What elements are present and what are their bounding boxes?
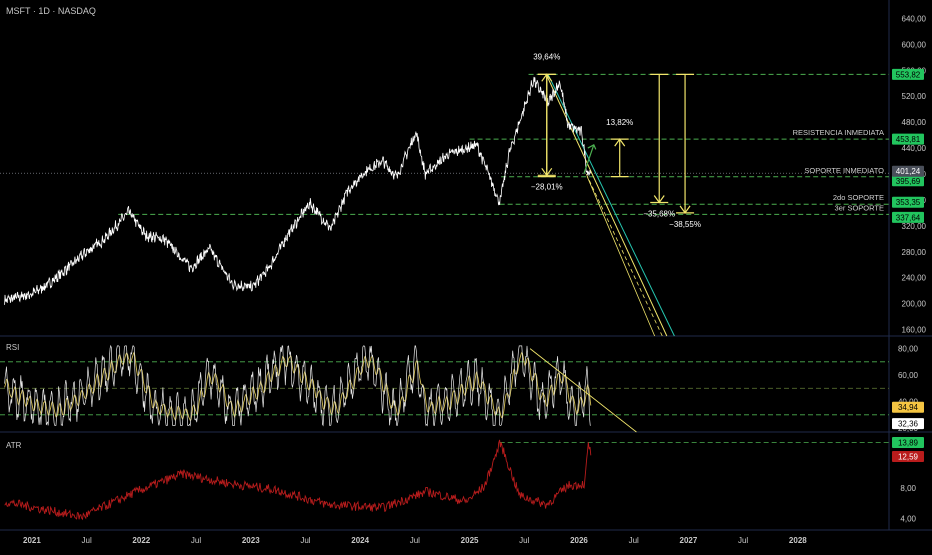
measure-label: 13,82% [606,118,633,127]
breakout-arrowhead [587,144,597,150]
level-price-tag: 553,82 [896,70,921,79]
price-tick-label: 280,00 [902,248,927,257]
measure-label: 39,64% [533,52,560,61]
level-price-tag: 395,69 [896,177,921,186]
current-price-tag: 401,24 [896,167,921,176]
time-tick-label: Jul [738,536,748,545]
rsi-tick-label: 80,00 [898,345,919,354]
atr-panel: 8,00 4,00 [4,439,917,523]
trend-line-lower [586,176,656,337]
level-price-tag-bg [892,68,924,80]
breakout-arrow [583,144,595,175]
time-tick-label: Jul [519,536,529,545]
atr-tick-label: 4,00 [900,514,916,523]
level-label: SOPORTE INMEDIATO [804,166,884,175]
atr-tag: 12,59 [898,453,919,462]
time-tick-label: Jul [300,536,310,545]
level-price-tag: 353,35 [896,198,921,207]
price-tick-label: 480,00 [902,118,927,127]
atr-line [4,439,592,521]
rsi-line [4,344,591,427]
measure-arrowhead [679,205,691,214]
price-tick-label: 200,00 [902,300,927,309]
time-tick-label: 2026 [570,536,588,545]
trend-line-upper [547,74,675,337]
price-tick-label: 600,00 [902,40,927,49]
level-price-tag: 337,64 [896,213,921,222]
price-tick-label: 320,00 [902,222,927,231]
level-label: 2do SOPORTE [833,193,884,202]
time-tick-label: Jul [629,536,639,545]
level-label: 3er SOPORTE [835,203,884,212]
level-label: RESISTENCIA INMEDIATA [793,128,884,137]
time-tick-label: Jul [410,536,420,545]
rsi-ma-tag-bg [892,401,924,413]
time-tick-label: 2028 [789,536,807,545]
measure-label: −28,01% [531,182,563,191]
level-price-tag-bg [892,196,924,208]
time-tick-label: 2024 [351,536,369,545]
atr-tick-label: 8,00 [900,484,916,493]
rsi-tick-label: 60,00 [898,371,919,380]
time-tick-label: Jul [191,536,201,545]
price-tags: 553,82 453,81 395,69 353,35 337,64 401,24 34,9… [892,68,924,463]
rsi-title[interactable]: RSI [6,343,19,352]
time-tick-label: 2022 [132,536,150,545]
rsi-tag-bg [892,418,924,430]
rsi-ma-tag: 34,94 [898,403,919,412]
measure-arrowhead [653,195,665,204]
rsi-tag: 32,36 [898,420,919,429]
price-line [4,76,592,305]
atr-tag-bg [892,451,924,463]
atr-title[interactable]: ATR [6,441,22,450]
price-tick-label: 240,00 [902,274,927,283]
measure-arrowhead [614,138,626,147]
time-tick-label: 2023 [242,536,260,545]
time-axis: 2021 Jul 2022 Jul 2023 Jul 2024 Jul 2025 Jul 2026 J… [23,536,807,545]
price-tick-label: 520,00 [902,92,927,101]
price-tick-label: 440,00 [902,144,927,153]
time-tick-label: 2021 [23,536,41,545]
price-tick-label: 160,00 [902,326,927,335]
level-price-tag-bg [892,175,924,187]
time-tick-label: Jul [82,536,92,545]
symbol-title[interactable]: MSFT · 1D · NASDAQ [6,6,96,16]
rsi-trendline [529,348,637,433]
measure-arrowhead [541,167,553,177]
measure-label: −38,55% [669,220,701,229]
current-price-tag-bg [892,165,924,177]
price-series [4,76,592,305]
atr-level-tag: 13,89 [898,439,919,448]
level-price-tag-bg [892,211,924,223]
level-price-tag-bg [892,133,924,145]
measure-arrows: 39,64% 13,82% −28,01% −35,68%−38,55% [531,52,701,229]
atr-level-tag-bg [892,437,924,449]
measure-label: −35,68% [643,210,675,219]
level-price-tag: 453,81 [896,135,921,144]
support-resistance-levels: RESISTENCIA INMEDIATA SOPORTE INMEDIATO 2d… [0,73,889,215]
price-tick-label: 640,00 [902,14,927,23]
time-tick-label: 2025 [461,536,479,545]
time-tick-label: 2027 [680,536,698,545]
trend-line-dashed [585,173,663,337]
